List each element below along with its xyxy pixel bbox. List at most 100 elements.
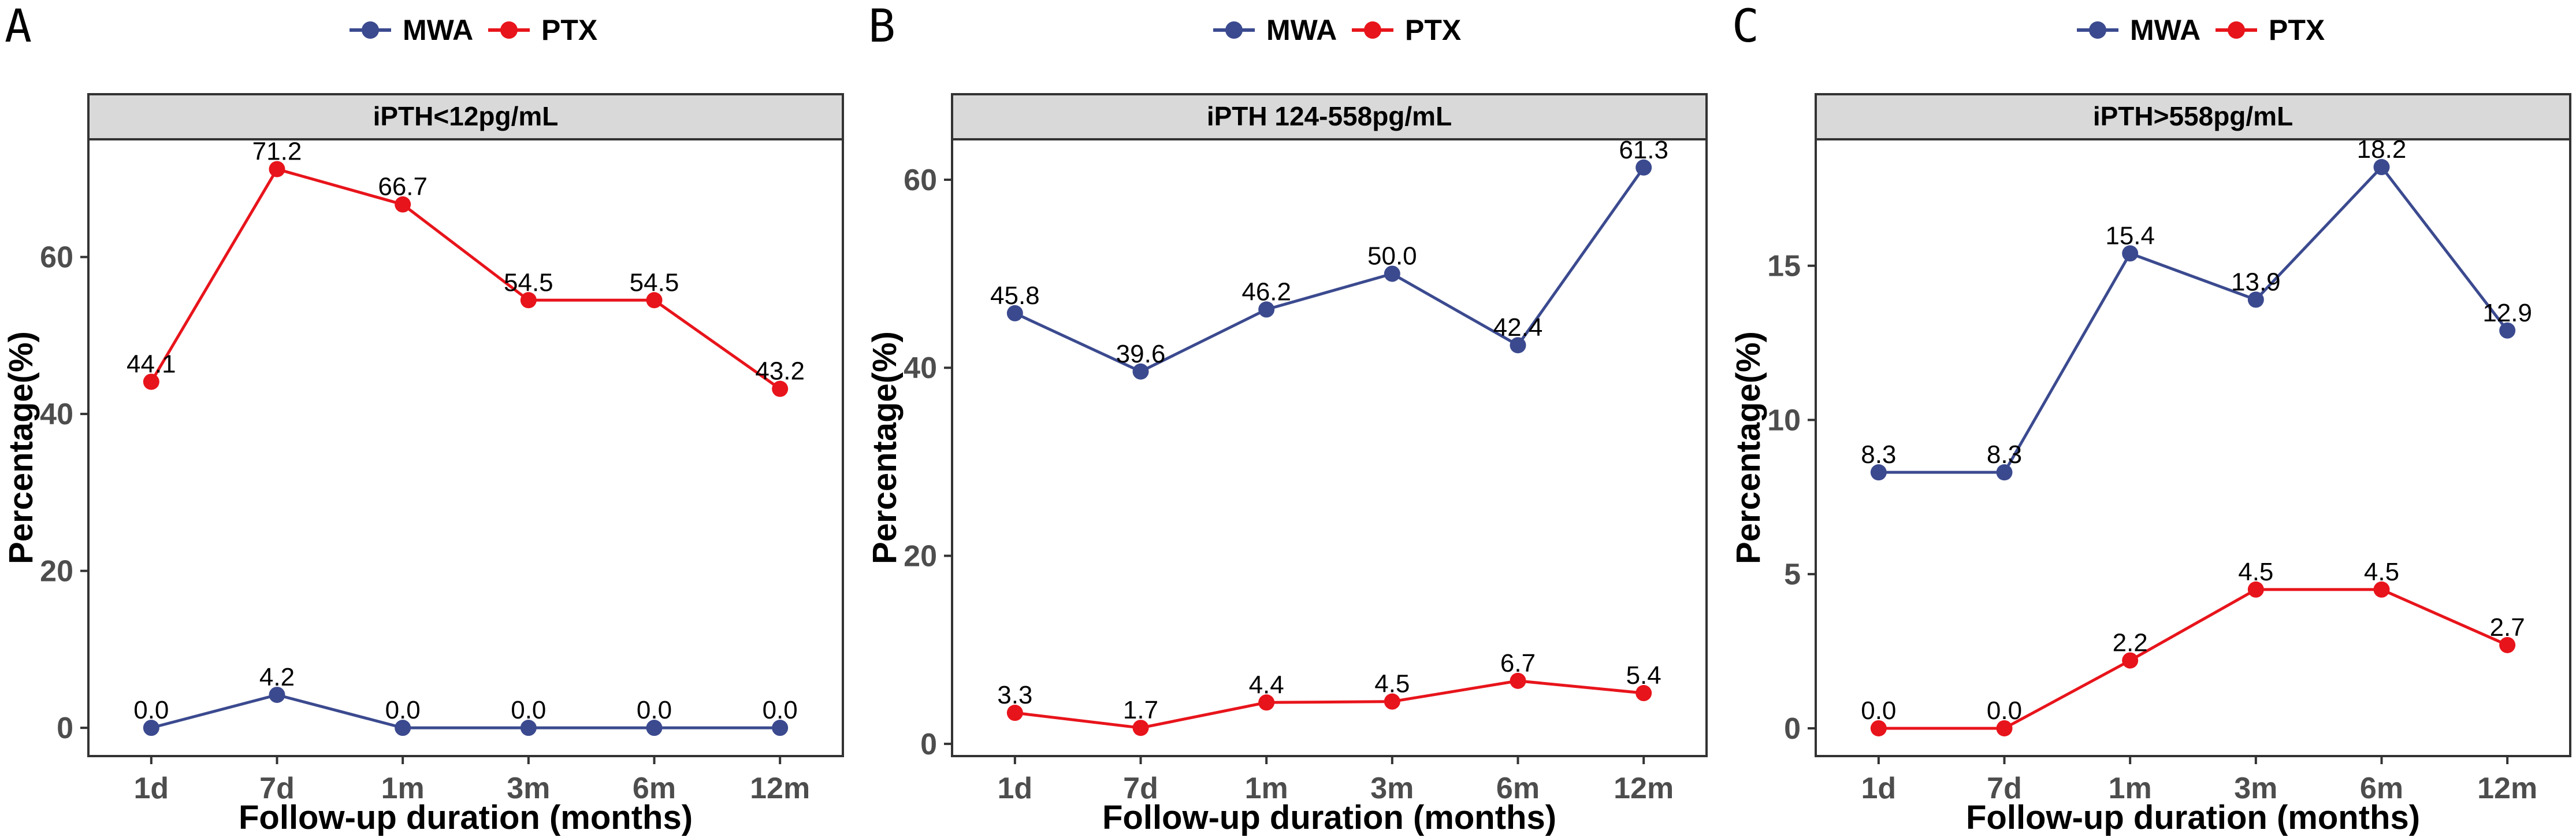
data-label-ptx: 4.4: [1249, 671, 1284, 699]
y-tick-label: 20: [40, 555, 73, 588]
facet-strip: [87, 93, 844, 140]
x-tick-label: 1d: [997, 772, 1032, 805]
x-tick-label: 12m: [1614, 772, 1674, 805]
data-label-ptx: 2.7: [2490, 613, 2525, 642]
facet-strip-title: iPTH>558pg/mL: [2093, 101, 2293, 131]
x-axis-title: Follow-up duration (months): [1966, 799, 2420, 836]
chart-panel-a: A MWA PTX iPTH<12pg/mL 0 20 40 60 1d 7d 1m 3m 6m 12m F…: [2, 1, 844, 836]
data-point-mwa: [1384, 265, 1400, 282]
x-tick-label: 12m: [2477, 772, 2537, 805]
data-label-ptx: 4.5: [2238, 558, 2273, 586]
chart-panel-c: C MWA PTX iPTH>558pg/mL 0 5 10 15 1d 7d 1m 3m 6m 12m F…: [1730, 1, 2571, 836]
data-point-ptx: [269, 161, 285, 177]
data-point-ptx: [1635, 685, 1652, 702]
data-label-ptx: 71.2: [252, 138, 302, 166]
series-line-ptx: [1878, 588, 2508, 730]
x-tick-label: 7d: [1987, 772, 2022, 805]
data-label-mwa: 0.0: [637, 696, 672, 724]
legend-key-marker-ptx: [1364, 21, 1381, 39]
x-tick-label: 6m: [2360, 772, 2403, 805]
y-tick-label: 0: [920, 728, 937, 761]
data-point-ptx: [520, 292, 537, 309]
panel-letter: A: [5, 1, 32, 53]
data-point-mwa: [1006, 305, 1023, 321]
data-point-mwa: [1258, 301, 1275, 318]
data-label-ptx: 66.7: [378, 173, 428, 201]
legend: MWA PTX: [350, 14, 597, 46]
legend-key-marker-ptx: [2228, 21, 2245, 39]
data-point-ptx: [2373, 581, 2390, 598]
legend-key-marker-mwa: [362, 21, 379, 39]
x-tick-label: 6m: [633, 772, 676, 805]
data-point-ptx: [1510, 672, 1526, 689]
data-label-ptx: 1.7: [1123, 696, 1158, 724]
y-axis-title: Percentage(%): [1730, 331, 1767, 564]
y-tick-label: 40: [904, 351, 937, 385]
legend-label-ptx: PTX: [1405, 14, 1461, 46]
data-point-ptx: [2122, 652, 2139, 669]
x-tick-label: 3m: [507, 772, 550, 805]
x-tick-label: 3m: [2234, 772, 2277, 805]
data-label-ptx: 0.0: [1861, 697, 1896, 725]
data-point-mwa: [395, 720, 411, 736]
legend-label-mwa: MWA: [1266, 14, 1337, 46]
data-label-ptx: 54.5: [630, 268, 679, 297]
series-mwa: 45.8 39.6 46.2 50.0 42.4 61.3: [990, 136, 1668, 380]
x-tick-label: 1m: [1245, 772, 1288, 805]
x-axis-title: Follow-up duration (months): [239, 799, 693, 836]
y-tick-label: 20: [904, 540, 937, 573]
data-label-mwa: 0.0: [133, 696, 169, 724]
data-point-ptx: [2499, 636, 2516, 653]
data-point-ptx: [1870, 720, 1887, 736]
y-axis-title: Percentage(%): [2, 331, 40, 564]
data-label-ptx: 5.4: [1626, 661, 1661, 690]
legend-label-mwa: MWA: [403, 14, 473, 46]
data-point-ptx: [395, 196, 411, 213]
x-tick-label: 7d: [259, 772, 295, 805]
data-label-ptx: 4.5: [1374, 670, 1410, 698]
legend-label-mwa: MWA: [2130, 14, 2200, 46]
series-ptx: 44.1 71.2 66.7 54.5 54.5 43.2: [127, 138, 805, 397]
data-label-mwa: 42.4: [1493, 313, 1543, 342]
data-label-mwa: 0.0: [511, 696, 546, 724]
data-point-mwa: [646, 720, 663, 736]
data-label-mwa: 45.8: [990, 282, 1040, 310]
data-point-ptx: [143, 373, 159, 390]
data-label-mwa: 39.6: [1116, 340, 1166, 368]
panel-letter: B: [868, 1, 895, 53]
legend-label-ptx: PTX: [541, 14, 597, 46]
y-tick-label: 0: [1784, 712, 1801, 746]
data-point-mwa: [1510, 337, 1526, 354]
legend: MWA PTX: [2077, 14, 2325, 46]
data-label-mwa: 61.3: [1619, 136, 1668, 164]
legend-label-ptx: PTX: [2269, 14, 2325, 46]
data-point-ptx: [1006, 705, 1023, 721]
panel-letter: C: [1732, 1, 1759, 53]
y-tick-label: 60: [904, 164, 937, 197]
data-label-ptx: 3.3: [997, 681, 1032, 709]
x-tick-label: 1m: [381, 772, 425, 805]
data-label-mwa: 8.3: [1987, 440, 2022, 469]
data-label-mwa: 15.4: [2105, 221, 2155, 250]
data-point-mwa: [143, 720, 159, 736]
y-tick-label: 10: [1767, 403, 1801, 437]
legend-key-marker-mwa: [2089, 21, 2106, 39]
y-tick-label: 0: [57, 712, 73, 745]
facet-strip-title: iPTH<12pg/mL: [373, 101, 559, 131]
data-label-ptx: 54.5: [504, 268, 553, 297]
plot-border: [951, 138, 1708, 757]
legend-key-marker-ptx: [500, 21, 518, 39]
plot-border: [1815, 138, 2571, 757]
data-label-mwa: 0.0: [385, 696, 421, 724]
x-tick-label: 1m: [2109, 772, 2152, 805]
data-point-mwa: [520, 720, 537, 736]
series-line-mwa: [1878, 165, 2509, 474]
x-tick-label: 3m: [1370, 772, 1414, 805]
panel-a: A MWA PTX iPTH<12pg/mL 0 20 40 60 1d 7d 1m 3m 6m 12m F…: [0, 0, 867, 837]
data-point-mwa: [269, 687, 285, 703]
series-line-mwa: [1014, 166, 1645, 373]
data-label-mwa: 12.9: [2482, 299, 2532, 327]
data-label-mwa: 8.3: [1861, 440, 1896, 469]
x-tick-label: 1d: [1861, 772, 1896, 805]
data-label-ptx: 6.7: [1500, 649, 1536, 677]
